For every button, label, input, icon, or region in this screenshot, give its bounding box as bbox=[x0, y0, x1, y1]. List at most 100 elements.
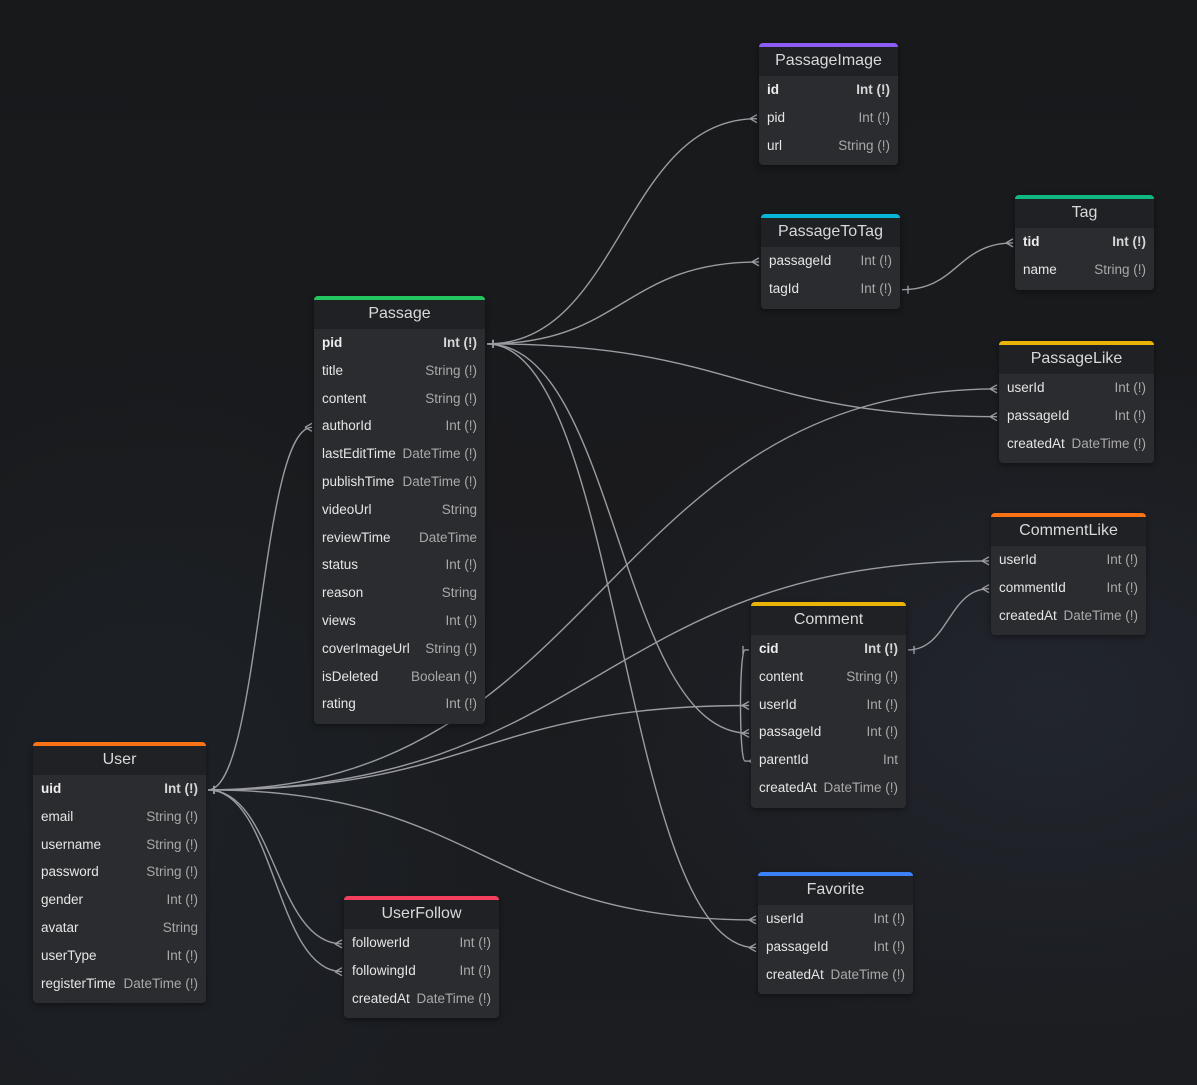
field-row[interactable]: id Int (!) bbox=[759, 76, 898, 104]
field-name: reason bbox=[322, 585, 364, 601]
field-row[interactable]: createdAt DateTime (!) bbox=[999, 430, 1154, 458]
field-name: id bbox=[767, 82, 779, 97]
relation-edge bbox=[486, 343, 998, 418]
field-type: Int (!) bbox=[459, 962, 491, 978]
field-name: content bbox=[322, 390, 367, 406]
field-name: followerId bbox=[352, 935, 410, 950]
table-tag[interactable]: Tag tid Int (!) name String (!) bbox=[1015, 195, 1154, 290]
field-row[interactable]: name String (!) bbox=[1015, 256, 1154, 284]
field-row[interactable]: tid Int (!) bbox=[1015, 228, 1154, 256]
field-row[interactable]: authorId Int (!) bbox=[314, 412, 485, 440]
field-row[interactable]: createdAt DateTime (!) bbox=[344, 985, 499, 1013]
field-type: Int (!) bbox=[1106, 579, 1138, 595]
field-row[interactable]: createdAt DateTime (!) bbox=[751, 774, 906, 802]
field-row[interactable]: password String (!) bbox=[33, 858, 206, 886]
many-marker bbox=[751, 257, 760, 267]
field-row[interactable]: userId Int (!) bbox=[758, 905, 913, 933]
field-row[interactable]: publishTime DateTime (!) bbox=[314, 468, 485, 496]
field-row[interactable]: lastEditTime DateTime (!) bbox=[314, 440, 485, 468]
field-row[interactable]: parentId Int bbox=[751, 746, 906, 774]
field-row[interactable]: videoUrl String bbox=[314, 496, 485, 524]
field-name: videoUrl bbox=[322, 501, 372, 517]
field-row[interactable]: views Int (!) bbox=[314, 607, 485, 635]
many-marker bbox=[981, 584, 990, 594]
field-row[interactable]: coverImageUrl String (!) bbox=[314, 635, 485, 663]
field-name: title bbox=[322, 362, 344, 378]
field-name: parentId bbox=[759, 752, 809, 768]
field-type: String bbox=[441, 585, 477, 601]
relation-edge bbox=[486, 343, 750, 734]
table-userfollow[interactable]: UserFollow followerId Int (!) followingId In… bbox=[344, 896, 499, 1019]
field-row[interactable]: userId Int (!) bbox=[751, 691, 906, 719]
table-passagetotag[interactable]: PassageToTag passageId Int (!) tagId Int (!) bbox=[761, 214, 900, 309]
table-color-bar bbox=[1015, 195, 1154, 199]
field-type: Int (!) bbox=[1114, 407, 1146, 423]
field-row[interactable]: pid Int (!) bbox=[314, 329, 485, 357]
field-name: userId bbox=[999, 552, 1037, 567]
field-name: userId bbox=[766, 911, 804, 926]
table-comment[interactable]: Comment cid Int (!) content String (!) userId… bbox=[751, 602, 906, 808]
relation-edge bbox=[486, 261, 760, 345]
field-row[interactable]: email String (!) bbox=[33, 803, 206, 831]
field-row[interactable]: passageId Int (!) bbox=[999, 402, 1154, 430]
field-row[interactable]: followingId Int (!) bbox=[344, 957, 499, 985]
table-user[interactable]: User uid Int (!) email String (!) username Str… bbox=[33, 742, 206, 1004]
field-type: String (!) bbox=[425, 640, 477, 656]
field-row[interactable]: url String (!) bbox=[759, 132, 898, 160]
many-marker bbox=[749, 114, 758, 124]
field-row[interactable]: cid Int (!) bbox=[751, 635, 906, 663]
field-row[interactable]: username String (!) bbox=[33, 831, 206, 859]
field-row[interactable]: rating Int (!) bbox=[314, 690, 485, 718]
table-passagelike[interactable]: PassageLike userId Int (!) passageId Int (!)… bbox=[999, 341, 1154, 464]
field-type: DateTime (!) bbox=[1063, 607, 1138, 623]
many-marker bbox=[748, 943, 757, 953]
relation-edge bbox=[207, 388, 998, 791]
field-row[interactable]: uid Int (!) bbox=[33, 775, 206, 803]
field-name: gender bbox=[41, 892, 84, 908]
field-row[interactable]: avatar String bbox=[33, 914, 206, 942]
field-row[interactable]: createdAt DateTime (!) bbox=[991, 602, 1146, 630]
field-row[interactable]: isDeleted Boolean (!) bbox=[314, 663, 485, 691]
table-color-bar bbox=[991, 513, 1146, 517]
relation-edge bbox=[207, 789, 757, 921]
field-type: Int (!) bbox=[166, 892, 198, 908]
field-row[interactable]: createdAt DateTime (!) bbox=[758, 961, 913, 989]
field-row[interactable]: content String (!) bbox=[751, 663, 906, 691]
field-row[interactable]: reviewTime DateTime bbox=[314, 524, 485, 552]
table-commentlike[interactable]: CommentLike userId Int (!) commentId Int (!)… bbox=[991, 513, 1146, 636]
field-type: String (!) bbox=[846, 668, 898, 684]
relation-edge bbox=[739, 649, 749, 762]
field-row[interactable]: passageId Int (!) bbox=[761, 247, 900, 275]
table-color-bar bbox=[759, 43, 898, 47]
field-type: Int (!) bbox=[445, 696, 477, 712]
many-marker bbox=[334, 939, 343, 949]
field-row[interactable]: passageId Int (!) bbox=[751, 718, 906, 746]
field-row[interactable]: gender Int (!) bbox=[33, 886, 206, 914]
field-row[interactable]: passageId Int (!) bbox=[758, 933, 913, 961]
field-row[interactable]: tagId Int (!) bbox=[761, 275, 900, 303]
relation-edge bbox=[901, 242, 1014, 291]
field-row[interactable]: commentId Int (!) bbox=[991, 574, 1146, 602]
table-color-bar bbox=[314, 296, 485, 300]
field-name: createdAt bbox=[999, 607, 1057, 623]
field-name: passageId bbox=[759, 724, 822, 740]
relation-edge bbox=[207, 789, 343, 945]
field-row[interactable]: status Int (!) bbox=[314, 551, 485, 579]
field-name: passageId bbox=[1007, 407, 1070, 423]
many-marker bbox=[981, 556, 990, 566]
field-row[interactable]: reason String bbox=[314, 579, 485, 607]
table-favorite[interactable]: Favorite userId Int (!) passageId Int (!) cre… bbox=[758, 872, 913, 995]
field-row[interactable]: pid Int (!) bbox=[759, 104, 898, 132]
field-name: name bbox=[1023, 261, 1057, 277]
table-passageimage[interactable]: PassageImage id Int (!) pid Int (!) url String… bbox=[759, 43, 898, 166]
table-title: Comment bbox=[751, 606, 906, 635]
field-row[interactable]: followerId Int (!) bbox=[344, 929, 499, 957]
field-row[interactable]: content String (!) bbox=[314, 385, 485, 413]
table-passage[interactable]: Passage pid Int (!) title String (!) content S… bbox=[314, 296, 485, 725]
field-row[interactable]: userId Int (!) bbox=[991, 546, 1146, 574]
field-row[interactable]: title String (!) bbox=[314, 357, 485, 385]
field-row[interactable]: userId Int (!) bbox=[999, 374, 1154, 402]
field-row[interactable]: userType Int (!) bbox=[33, 942, 206, 970]
field-row[interactable]: registerTime DateTime (!) bbox=[33, 970, 206, 998]
